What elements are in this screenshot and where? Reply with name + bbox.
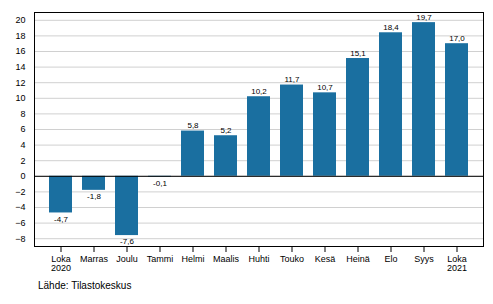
svg-text:14: 14 <box>15 62 25 72</box>
svg-text:-1,8: -1,8 <box>87 192 101 201</box>
svg-text:-7,6: -7,6 <box>120 237 134 246</box>
svg-text:11,7: 11,7 <box>285 75 301 84</box>
svg-text:Loka2020: Loka2020 <box>51 254 71 273</box>
svg-text:Helmi: Helmi <box>181 254 204 264</box>
svg-text:-4,7: -4,7 <box>54 215 68 224</box>
svg-text:17,0: 17,0 <box>449 34 465 43</box>
svg-text:Marras: Marras <box>80 254 109 264</box>
svg-text:−2: −2 <box>15 187 25 197</box>
svg-text:10: 10 <box>15 93 25 103</box>
svg-text:4: 4 <box>20 140 25 150</box>
html-text:Lähde: Tilastokeskus: Lähde: Tilastokeskus <box>38 280 132 291</box>
svg-text:Elo: Elo <box>384 254 397 264</box>
svg-text:−8: −8 <box>15 234 25 244</box>
svg-text:5,2: 5,2 <box>220 126 232 135</box>
svg-text:Heinä: Heinä <box>346 254 370 264</box>
svg-text:19,7: 19,7 <box>416 13 432 22</box>
svg-text:Tammi: Tammi <box>147 254 174 264</box>
svg-text:2: 2 <box>20 156 25 166</box>
svg-text:Touko: Touko <box>280 254 304 264</box>
svg-text:18,4: 18,4 <box>383 23 399 32</box>
svg-text:Loka2021: Loka2021 <box>447 254 467 273</box>
svg-text:Huhti: Huhti <box>248 254 269 264</box>
svg-text:18: 18 <box>15 31 25 41</box>
svg-text:16: 16 <box>15 46 25 56</box>
svg-text:8: 8 <box>20 109 25 119</box>
svg-text:15,1: 15,1 <box>350 49 366 58</box>
svg-text:Joulu: Joulu <box>116 254 138 264</box>
svg-text:10,2: 10,2 <box>251 87 267 96</box>
svg-text:6: 6 <box>20 124 25 134</box>
svg-text:5,8: 5,8 <box>187 121 199 130</box>
svg-text:Syys: Syys <box>414 254 434 264</box>
svg-text:10,7: 10,7 <box>317 83 333 92</box>
svg-text:Kesä: Kesä <box>315 254 336 264</box>
svg-text:−4: −4 <box>15 202 25 212</box>
svg-text:20: 20 <box>15 15 25 25</box>
svg-text:−6: −6 <box>15 218 25 228</box>
svg-text:-0,1: -0,1 <box>153 179 167 188</box>
svg-text:12: 12 <box>15 78 25 88</box>
svg-text:Maalis: Maalis <box>213 254 240 264</box>
svg-text:0: 0 <box>20 171 25 181</box>
